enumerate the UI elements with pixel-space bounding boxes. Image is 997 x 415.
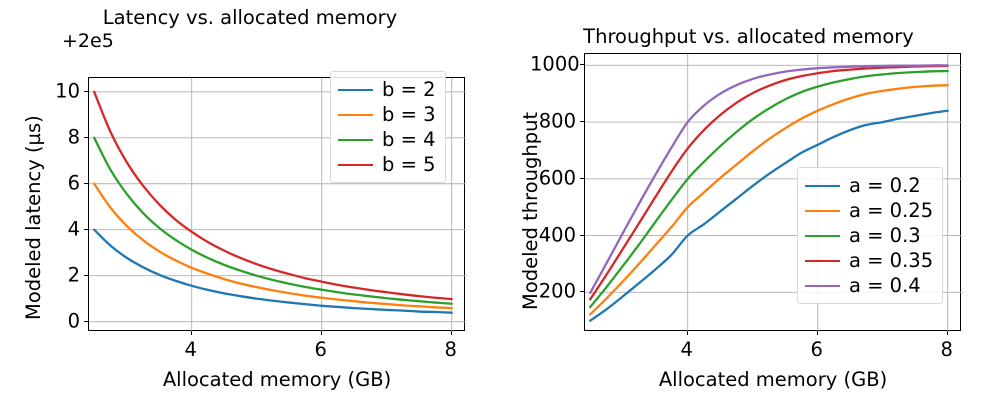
data-series-line xyxy=(589,84,949,316)
x-tick-mark xyxy=(450,331,452,335)
legend-item[interactable]: a = 0.35 xyxy=(805,248,933,273)
x-tick-mark xyxy=(686,331,688,335)
legend-item[interactable]: b = 2 xyxy=(338,77,436,102)
x-tick-label: 6 xyxy=(810,338,823,361)
y-tick-mark xyxy=(84,136,88,138)
y-tick-mark xyxy=(580,234,584,236)
x-tick-label: 6 xyxy=(314,338,327,361)
legend-item[interactable]: a = 0.25 xyxy=(805,198,933,223)
legend-throughput[interactable]: a = 0.2 a = 0.25 a = 0.3 a = 0.35 a = 0.4 xyxy=(797,167,944,304)
data-series-line xyxy=(93,182,453,310)
x-axis-label-latency: Allocated memory (GB) xyxy=(162,368,392,391)
legend-item-label: b = 4 xyxy=(382,127,436,151)
legend-item-label: a = 0.4 xyxy=(849,273,921,297)
legend-item[interactable]: b = 3 xyxy=(338,102,436,127)
y-tick-mark xyxy=(84,274,88,276)
legend-line-swatch-icon xyxy=(338,88,373,91)
y-tick-mark xyxy=(84,228,88,230)
legend-line-swatch-icon xyxy=(805,209,840,212)
data-series-line xyxy=(589,69,949,309)
y-tick-mark xyxy=(84,182,88,184)
legend-item-label: b = 2 xyxy=(382,77,436,101)
y-tick-label: 0 xyxy=(67,309,80,333)
y-tick-mark xyxy=(580,64,584,66)
legend-item-label: b = 5 xyxy=(382,152,436,176)
y-tick-label: 200 xyxy=(538,279,576,303)
legend-line-swatch-icon xyxy=(805,259,840,262)
legend-line-swatch-icon xyxy=(805,284,840,287)
y-tick-mark xyxy=(580,177,584,179)
legend-item[interactable]: a = 0.2 xyxy=(805,173,933,198)
data-series-line xyxy=(589,64,949,301)
chart-title-throughput: Throughput vs. allocated memory xyxy=(583,25,914,48)
x-axis-label-throughput: Allocated memory (GB) xyxy=(658,368,888,391)
x-tick-mark xyxy=(190,331,192,335)
y-tick-label: 600 xyxy=(538,166,576,190)
x-tick-label: 4 xyxy=(680,338,693,361)
legend-item[interactable]: a = 0.3 xyxy=(805,223,933,248)
y-tick-mark xyxy=(580,291,584,293)
y-tick-label: 8 xyxy=(67,125,80,149)
legend-item[interactable]: b = 4 xyxy=(338,127,436,152)
y-tick-label: 1000 xyxy=(530,52,580,76)
chart-title-latency: Latency vs. allocated memory xyxy=(102,6,398,29)
y-tick-label: 2 xyxy=(67,263,80,287)
y-tick-label: 6 xyxy=(67,171,80,195)
y-tick-label: 10 xyxy=(55,79,80,103)
y-tick-mark xyxy=(84,320,88,322)
legend-item-label: a = 0.3 xyxy=(849,223,921,247)
x-tick-mark xyxy=(816,331,818,335)
data-series-line xyxy=(589,64,949,294)
subplot-throughput: Throughput vs. allocated memory Modeled … xyxy=(500,0,997,415)
legend-item-label: a = 0.25 xyxy=(849,198,934,222)
legend-line-swatch-icon xyxy=(338,138,373,141)
y-axis-offset-text: +2e5 xyxy=(62,30,114,52)
x-tick-label: 8 xyxy=(444,338,457,361)
y-tick-mark xyxy=(580,121,584,123)
data-series-line xyxy=(93,136,453,305)
subplot-latency: Latency vs. allocated memory +2e5 Modele… xyxy=(22,6,466,391)
legend-item-label: b = 3 xyxy=(382,102,436,126)
x-tick-mark xyxy=(946,331,948,335)
x-tick-mark xyxy=(320,331,322,335)
y-tick-mark xyxy=(84,90,88,92)
legend-item-label: a = 0.35 xyxy=(849,248,934,272)
data-series-line xyxy=(589,109,949,322)
legend-line-swatch-icon xyxy=(338,113,373,116)
y-tick-label: 800 xyxy=(538,109,576,133)
data-series-line xyxy=(93,228,453,314)
legend-item[interactable]: b = 5 xyxy=(338,152,436,177)
legend-line-swatch-icon xyxy=(338,163,373,166)
data-series-line xyxy=(93,90,453,301)
legend-item[interactable]: a = 0.4 xyxy=(805,273,933,298)
y-tick-label: 4 xyxy=(67,217,80,241)
y-tick-label: 400 xyxy=(538,223,576,247)
legend-line-swatch-icon xyxy=(805,184,840,187)
legend-line-swatch-icon xyxy=(805,234,840,237)
legend-item-label: a = 0.2 xyxy=(849,173,921,197)
x-tick-label: 8 xyxy=(940,338,953,361)
x-tick-label: 4 xyxy=(184,338,197,361)
